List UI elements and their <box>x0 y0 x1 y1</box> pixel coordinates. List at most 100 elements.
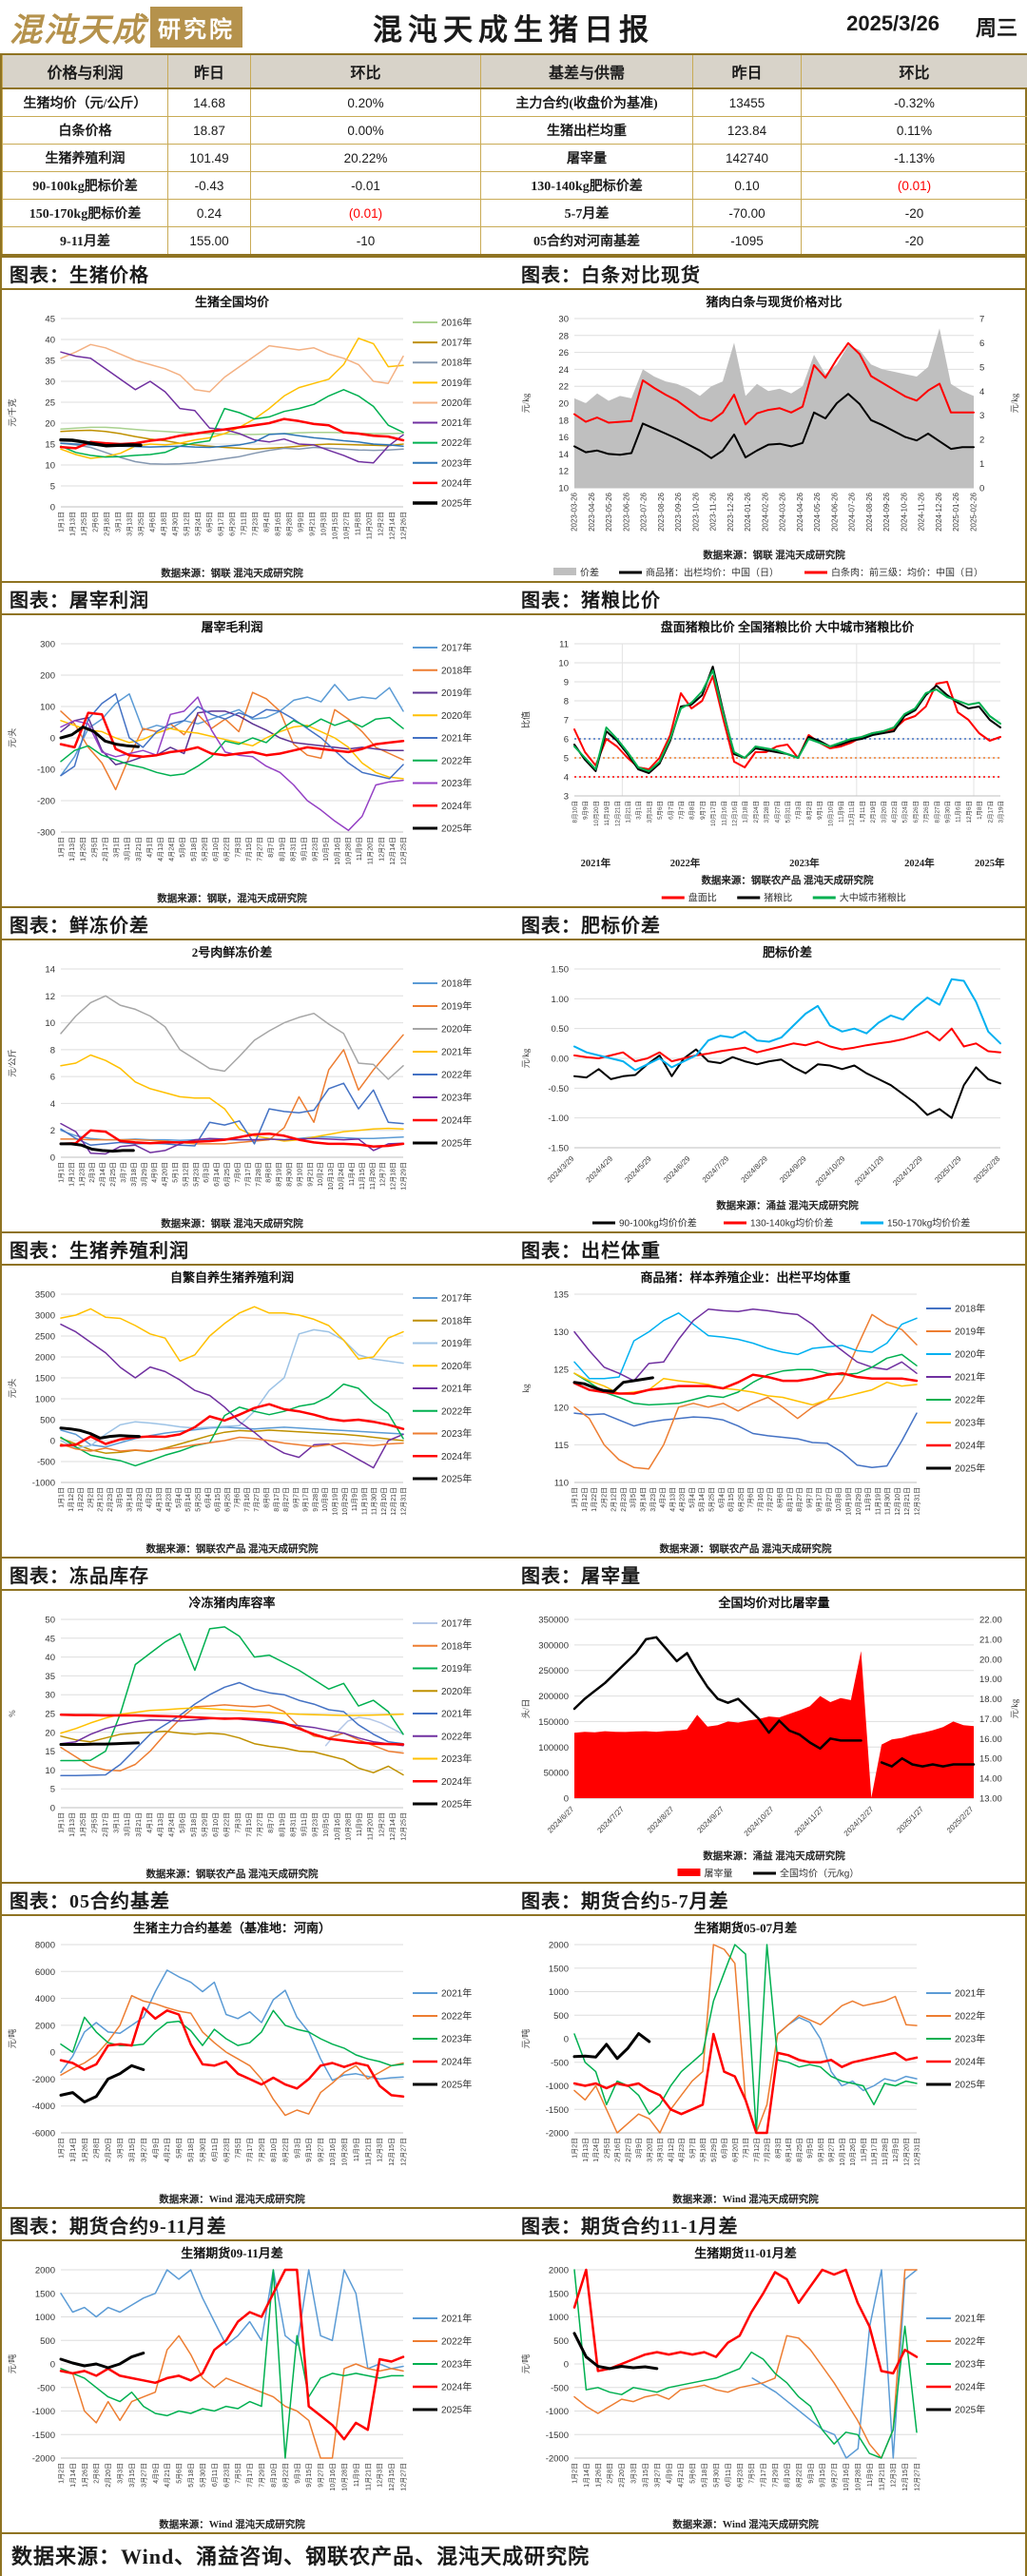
svg-text:3月27日: 3月27日 <box>140 2138 147 2162</box>
svg-text:-1000: -1000 <box>32 1479 55 1489</box>
svg-text:3月5日: 3月5日 <box>116 1487 124 1508</box>
svg-text:8月17日: 8月17日 <box>786 1487 794 1512</box>
section-title-left: 图表：期货合约9-11月差 <box>2 2211 514 2238</box>
svg-text:5月30日: 5月30日 <box>712 2463 720 2488</box>
svg-text:11月21日: 11月21日 <box>364 2463 372 2490</box>
svg-text:10月13日: 10月13日 <box>327 1162 335 1191</box>
svg-text:2024/6/29: 2024/6/29 <box>662 1154 692 1185</box>
svg-text:元/千克: 元/千克 <box>8 398 17 427</box>
svg-text:1月1日: 1月1日 <box>572 1487 579 1508</box>
svg-text:生猪期货09-11月差: 生猪期货09-11月差 <box>181 2246 283 2260</box>
svg-text:4月21日: 4月21日 <box>164 2463 171 2488</box>
svg-text:10: 10 <box>45 461 55 472</box>
svg-text:300000: 300000 <box>538 1640 569 1651</box>
series-line <box>574 2034 649 2059</box>
svg-text:2023-06-26: 2023-06-26 <box>622 492 630 531</box>
svg-text:-1500: -1500 <box>546 2105 569 2116</box>
svg-text:2024-03-26: 2024-03-26 <box>779 492 787 531</box>
series-line <box>61 2065 144 2101</box>
svg-text:300: 300 <box>40 640 55 650</box>
svg-text:4: 4 <box>564 773 569 784</box>
svg-text:8月31日: 8月31日 <box>289 1812 297 1837</box>
svg-text:6月3日: 6月3日 <box>203 1162 210 1183</box>
svg-text:3月14日: 3月14日 <box>640 1487 648 1512</box>
svg-text:4: 4 <box>979 387 984 397</box>
svg-text:18: 18 <box>558 416 569 426</box>
svg-text:8月10日: 8月10日 <box>784 2463 791 2488</box>
svg-text:5: 5 <box>564 754 569 765</box>
svg-text:12: 12 <box>45 992 55 1002</box>
svg-text:11月15日: 11月15日 <box>358 1162 366 1190</box>
svg-text:8月22日: 8月22日 <box>795 2463 803 2488</box>
svg-text:2月8日: 2月8日 <box>93 2138 101 2159</box>
svg-text:4月27日: 4月27日 <box>773 801 781 823</box>
svg-text:5: 5 <box>50 1785 55 1795</box>
svg-text:2017年: 2017年 <box>441 1617 472 1630</box>
svg-text:0: 0 <box>50 1804 55 1814</box>
svg-text:7月23日: 7月23日 <box>252 512 260 536</box>
svg-text:3月29日: 3月29日 <box>141 1162 148 1187</box>
series-line <box>61 697 403 830</box>
svg-text:7月26日: 7月26日 <box>922 801 930 823</box>
svg-text:-2000: -2000 <box>546 2454 569 2465</box>
section-header: 图表：期货合约9-11月差图表：期货合约11-1月差 <box>2 2207 1025 2241</box>
svg-text:6月11日: 6月11日 <box>211 2138 219 2161</box>
svg-text:2019年: 2019年 <box>955 1326 985 1338</box>
svg-text:8月8日: 8月8日 <box>688 801 696 820</box>
svg-text:10月29日: 10月29日 <box>855 1487 862 1516</box>
svg-text:2月2日: 2月2日 <box>87 1487 94 1508</box>
svg-text:9月27日: 9月27日 <box>318 2138 325 2162</box>
svg-text:7月6日: 7月6日 <box>747 1487 755 1508</box>
svg-text:8月25日: 8月25日 <box>796 2138 804 2162</box>
svg-text:12月31日: 12月31日 <box>914 2138 921 2166</box>
series-line <box>61 1708 403 1733</box>
svg-text:12月25日: 12月25日 <box>400 1812 408 1841</box>
section-header: 图表：冻品库存图表：屠宰量 <box>2 1557 1025 1591</box>
svg-text:7月5日: 7月5日 <box>748 2463 756 2484</box>
svg-text:10: 10 <box>558 484 569 494</box>
svg-text:2024-06-26: 2024-06-26 <box>830 492 839 531</box>
svg-text:2025年: 2025年 <box>955 2404 985 2416</box>
svg-text:2024年: 2024年 <box>955 1440 985 1452</box>
svg-text:7月3日: 7月3日 <box>795 801 803 820</box>
svg-text:9月3日: 9月3日 <box>807 2463 815 2484</box>
section-header: 图表：生猪养殖利润图表：出栏体重 <box>2 1231 1025 1266</box>
svg-text:2021年: 2021年 <box>441 1046 472 1058</box>
svg-text:2月12日: 2月12日 <box>97 1487 105 1512</box>
svg-text:130: 130 <box>553 1327 569 1338</box>
svg-text:2025年: 2025年 <box>955 1462 985 1475</box>
svg-text:8月4日: 8月4日 <box>263 512 271 533</box>
svg-text:2021年: 2021年 <box>955 1987 985 2000</box>
svg-text:数据来源：钢联农产品 混沌天成研究院: 数据来源：钢联农产品 混沌天成研究院 <box>658 1542 832 1555</box>
svg-text:元/吨: 元/吨 <box>520 2354 531 2374</box>
svg-text:2025年: 2025年 <box>441 823 472 835</box>
svg-text:元/kg: 元/kg <box>1010 1698 1019 1718</box>
svg-text:3月21日: 3月21日 <box>135 837 143 862</box>
svg-text:6: 6 <box>50 1073 55 1083</box>
svg-text:-2000: -2000 <box>32 2454 55 2465</box>
svg-text:猪肉白条与现货价格对比: 猪肉白条与现货价格对比 <box>705 295 842 309</box>
svg-text:盘面比: 盘面比 <box>688 892 717 904</box>
svg-text:6月25日: 6月25日 <box>737 1487 745 1512</box>
svg-text:2023年: 2023年 <box>441 1092 472 1104</box>
svg-text:2月19日: 2月19日 <box>869 801 877 823</box>
svg-text:25: 25 <box>45 1710 55 1720</box>
svg-text:8: 8 <box>564 697 569 707</box>
svg-text:7月27日: 7月27日 <box>253 1487 261 1512</box>
table-metric-label: 90-100kg肥标价差 <box>3 172 168 200</box>
svg-text:12月16日: 12月16日 <box>731 801 739 826</box>
svg-text:4月30日: 4月30日 <box>172 512 180 536</box>
svg-text:6月23日: 6月23日 <box>223 2463 230 2488</box>
svg-text:15.00: 15.00 <box>979 1754 1002 1765</box>
svg-text:5月25日: 5月25日 <box>708 1487 716 1512</box>
svg-text:12月26日: 12月26日 <box>400 512 408 540</box>
svg-text:5月29日: 5月29日 <box>710 2138 718 2162</box>
series-line <box>61 1996 403 2116</box>
svg-text:元/头: 元/头 <box>8 1379 17 1399</box>
svg-text:6月4日: 6月4日 <box>204 1487 212 1508</box>
